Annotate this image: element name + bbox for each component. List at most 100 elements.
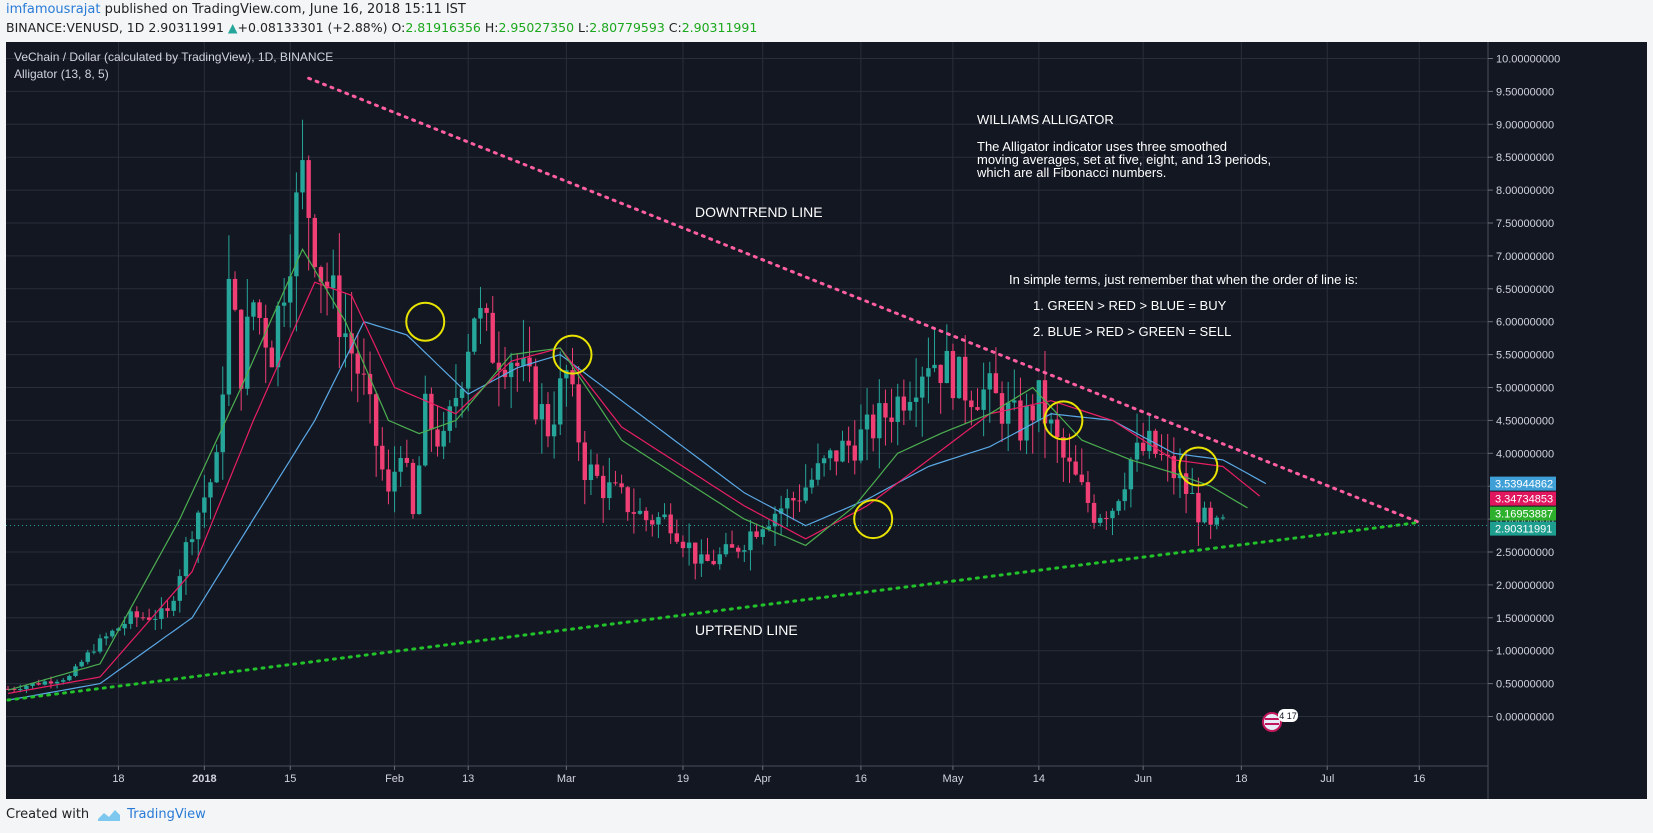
earnings-flag-icon[interactable]: 4 17 [1262, 709, 1298, 732]
candle-down [735, 547, 741, 552]
candle-up [699, 554, 704, 564]
indicator-legend[interactable]: Alligator (13, 8, 5) [14, 67, 109, 81]
candle-up [1005, 402, 1011, 424]
candle-up [245, 316, 250, 389]
candle-up [932, 364, 937, 369]
x-tick-label: Apr [754, 773, 771, 785]
candle-up [478, 307, 483, 319]
candle-down [711, 560, 716, 565]
candle-down [570, 370, 575, 385]
candle-up [110, 630, 115, 637]
candle-down [1018, 400, 1023, 441]
downtrend-line[interactable] [307, 76, 1421, 524]
candle-up [558, 378, 563, 425]
candle-down [680, 541, 686, 549]
candle-down [852, 445, 857, 461]
candle-up [508, 362, 514, 378]
candle-down [613, 482, 618, 484]
candle-up [742, 550, 747, 552]
simple-terms-text: In simple terms, just remember that when… [1009, 272, 1358, 287]
symbol-label: BINANCE:VENUSD, 1D [6, 20, 145, 35]
x-tick-label: Jul [1320, 773, 1334, 785]
candle-down [146, 617, 152, 620]
candle-up [281, 302, 287, 306]
candle-down [496, 362, 502, 370]
candle-down [1073, 461, 1078, 475]
candle-down [410, 462, 416, 515]
candle-up [67, 675, 72, 681]
created-with-label: Created with [6, 807, 90, 822]
candle-down [889, 417, 894, 422]
x-tick-label: 19 [677, 773, 689, 785]
price-chart[interactable]: 10.00000000 9.50000000 9.00000000 8.5000000… [6, 42, 1647, 799]
signal-circle [405, 301, 446, 342]
candle-down [490, 312, 495, 363]
candle-up [637, 510, 643, 514]
signal-circle [853, 499, 894, 540]
candle-down [386, 469, 391, 492]
x-tick-label: 2018 [192, 773, 216, 785]
candle-down [643, 510, 649, 521]
candle-down [1061, 437, 1066, 458]
y-tick-label: 8.00000000 [1496, 185, 1554, 197]
candle-down [1140, 442, 1146, 452]
candle-down [134, 611, 140, 618]
candle-down [238, 309, 244, 389]
y-tick-label: 6.00000000 [1496, 317, 1554, 329]
candle-up [1024, 405, 1029, 441]
candle-up [1134, 442, 1140, 460]
x-tick-label: 16 [855, 773, 867, 785]
x-tick-label: Feb [385, 773, 404, 785]
candle-up [122, 623, 127, 629]
chart-title: VeChain / Dollar (calculated by TradingV… [14, 50, 333, 64]
candle-up [423, 393, 428, 466]
candle-down [797, 500, 802, 502]
uptrend-label: UPTREND LINE [695, 622, 798, 638]
candle-up [18, 689, 23, 691]
candle-up [1220, 517, 1226, 519]
candle-up [91, 651, 97, 653]
y-tick-label: 10.00000000 [1496, 54, 1560, 66]
time-axis[interactable]: 18 2018 15 Feb 13 Mar 19 Apr 16 May 14 Jun 18 Jul 16 [112, 766, 1425, 785]
uptrend-line[interactable] [6, 520, 1421, 702]
author-link[interactable]: imfamousrajat [6, 2, 101, 17]
y-tick-label: 7.00000000 [1496, 251, 1554, 263]
price-price-label: 2.90311991 [1495, 524, 1552, 536]
candle-down [1079, 474, 1084, 483]
candle-up [398, 457, 403, 472]
candle-up [981, 389, 986, 410]
candle-up [97, 638, 103, 652]
candle-up [171, 600, 176, 611]
candle-down [306, 160, 311, 218]
y-tick-label: 1.00000000 [1496, 646, 1554, 658]
alligator-jaw-line [7, 320, 1267, 701]
change-up-arrow-icon: ▲ [227, 20, 238, 35]
y-tick-label: 2.50000000 [1496, 547, 1554, 559]
y-tick-label: 5.50000000 [1496, 350, 1554, 362]
lips-price-tag [1490, 506, 1556, 521]
candle-up [588, 464, 594, 481]
x-tick-label: Mar [557, 773, 576, 785]
y-tick-label: 2.00000000 [1496, 580, 1554, 592]
publish-info: published on TradingView.com, June 16, 2… [104, 2, 466, 17]
candle-down [36, 683, 41, 685]
candle-down [165, 608, 170, 611]
candle-up [183, 542, 189, 577]
candle-up [864, 414, 870, 430]
price-axis[interactable]: 10.00000000 9.50000000 9.00000000 8.5000000… [1488, 54, 1560, 724]
low-value: 2.80779593 [589, 20, 665, 35]
tradingview-logo-icon[interactable] [97, 808, 121, 822]
last-price: 2.90311991 [148, 20, 224, 35]
y-tick-label: 0.50000000 [1496, 679, 1554, 691]
buy-rule-text: 1. GREEN > RED > BLUE = BUY [1033, 298, 1227, 313]
low-label: L: [578, 20, 590, 35]
candle-up [803, 487, 808, 501]
candle-up [662, 514, 667, 518]
tradingview-link[interactable]: TradingView [127, 807, 206, 822]
candle-up [1048, 419, 1054, 424]
alligator-desc-line-3: which are all Fibonacci numbers. [976, 165, 1166, 180]
candle-up [441, 430, 446, 447]
teeth-price-label: 3.34734853 [1495, 494, 1553, 506]
candle-up [214, 452, 219, 483]
candle-down [729, 544, 735, 548]
